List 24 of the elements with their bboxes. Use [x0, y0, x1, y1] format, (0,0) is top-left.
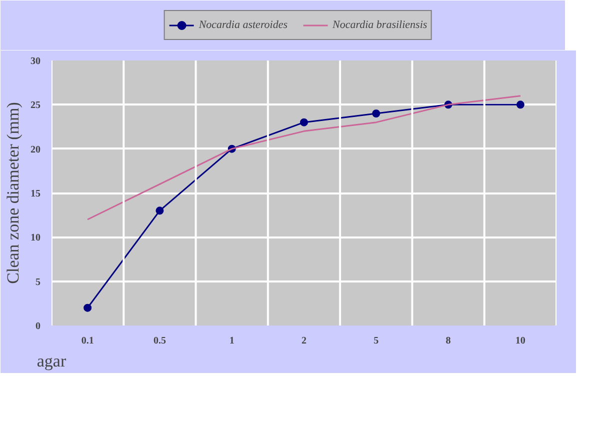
legend-label: Nocardia asteroides — [198, 19, 288, 31]
point — [516, 100, 524, 109]
point — [156, 206, 164, 215]
point — [300, 118, 308, 126]
x-tick-label: 1 — [229, 336, 234, 346]
line-series — [86, 95, 522, 220]
y-tick-label: 30 — [30, 56, 40, 67]
x-tick-label: 2 — [302, 336, 306, 346]
point — [372, 110, 380, 118]
x-axis-title: agar — [36, 352, 66, 370]
y-tick-label: 0 — [36, 321, 40, 332]
point — [84, 304, 92, 312]
y-axis-title: Clean zone diameter (mm) — [4, 102, 22, 284]
x-tick-label: 0.5 — [153, 336, 166, 346]
y-tick-label: 25 — [30, 100, 40, 112]
y-tick-label: 5 — [36, 276, 40, 288]
y-tick-label: 15 — [30, 188, 40, 200]
y-tick-label: 20 — [30, 144, 40, 156]
legend-label: Nocardia brasiliensis — [332, 19, 428, 31]
x-tick-label: 10 — [515, 336, 526, 346]
x-tick-label: 0.1 — [81, 336, 94, 346]
x-tick-label: 8 — [446, 336, 451, 346]
x-tick-label: 5 — [374, 336, 379, 346]
y-tick-label: 10 — [30, 232, 40, 244]
